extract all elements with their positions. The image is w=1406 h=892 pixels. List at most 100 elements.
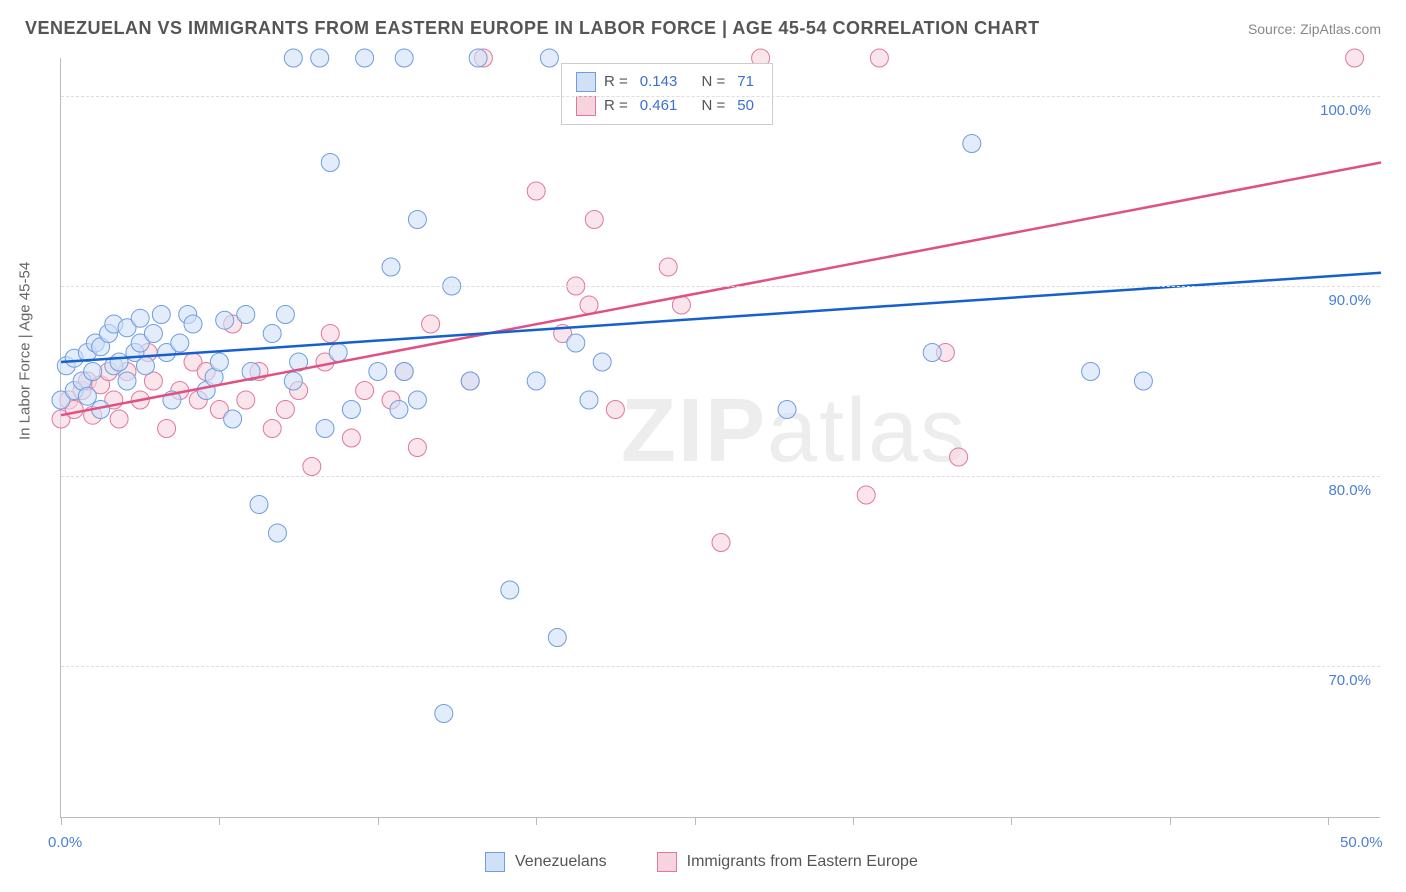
n-value-pink: 50 xyxy=(733,94,758,118)
data-point xyxy=(356,382,374,400)
data-point xyxy=(659,258,677,276)
data-point xyxy=(1134,372,1152,390)
x-tick xyxy=(219,817,220,825)
legend-swatch-pink xyxy=(657,852,677,872)
data-point xyxy=(110,353,128,371)
y-axis-title: In Labor Force | Age 45-54 xyxy=(17,262,34,440)
data-point xyxy=(224,410,242,428)
data-point xyxy=(321,325,339,343)
data-point xyxy=(606,401,624,419)
data-point xyxy=(712,534,730,552)
gridline-h xyxy=(61,476,1380,477)
trend-line xyxy=(61,163,1381,416)
data-point xyxy=(382,258,400,276)
x-axis-max-label: 50.0% xyxy=(1340,834,1383,851)
data-point xyxy=(216,311,234,329)
data-point xyxy=(110,410,128,428)
data-point xyxy=(395,49,413,67)
series-label-blue: Venezuelans xyxy=(515,853,607,871)
chart-svg xyxy=(61,58,1380,817)
data-point xyxy=(408,391,426,409)
data-point xyxy=(321,154,339,172)
data-point xyxy=(342,429,360,447)
data-point xyxy=(144,325,162,343)
plot-area: ZIPatlas R = 0.143 N = 71 R = 0.461 N = … xyxy=(60,58,1380,818)
data-point xyxy=(593,353,611,371)
data-point xyxy=(263,325,281,343)
data-point xyxy=(152,306,170,324)
x-tick xyxy=(695,817,696,825)
data-point xyxy=(395,363,413,381)
data-point xyxy=(857,486,875,504)
data-point xyxy=(540,49,558,67)
data-point xyxy=(118,372,136,390)
y-tick-label: 80.0% xyxy=(1311,482,1371,499)
data-point xyxy=(390,401,408,419)
data-point xyxy=(316,420,334,438)
data-point xyxy=(408,211,426,229)
data-point xyxy=(84,363,102,381)
data-point xyxy=(284,49,302,67)
x-tick xyxy=(1328,817,1329,825)
x-tick xyxy=(536,817,537,825)
series-legend: Venezuelans Immigrants from Eastern Euro… xyxy=(485,852,918,872)
correlation-legend: R = 0.143 N = 71 R = 0.461 N = 50 xyxy=(561,63,773,125)
data-point xyxy=(237,306,255,324)
x-axis-min-label: 0.0% xyxy=(48,834,82,851)
x-tick xyxy=(378,817,379,825)
r-value-pink: 0.461 xyxy=(636,94,682,118)
x-tick xyxy=(1170,817,1171,825)
gridline-h xyxy=(61,666,1380,667)
data-point xyxy=(778,401,796,419)
data-point xyxy=(963,135,981,153)
data-point xyxy=(158,420,176,438)
data-point xyxy=(567,334,585,352)
data-point xyxy=(184,315,202,333)
data-point xyxy=(923,344,941,362)
chart-header: VENEZUELAN VS IMMIGRANTS FROM EASTERN EU… xyxy=(25,18,1381,39)
x-tick xyxy=(61,817,62,825)
series-label-pink: Immigrants from Eastern Europe xyxy=(687,853,918,871)
data-point xyxy=(136,357,154,375)
chart-title: VENEZUELAN VS IMMIGRANTS FROM EASTERN EU… xyxy=(25,18,1040,39)
data-point xyxy=(311,49,329,67)
n-value-blue: 71 xyxy=(733,70,758,94)
data-point xyxy=(461,372,479,390)
y-tick-label: 100.0% xyxy=(1311,102,1371,119)
legend-swatch-blue xyxy=(485,852,505,872)
chart-source: Source: ZipAtlas.com xyxy=(1248,21,1381,37)
data-point xyxy=(469,49,487,67)
n-label: N = xyxy=(701,70,725,94)
data-point xyxy=(263,420,281,438)
r-value-blue: 0.143 xyxy=(636,70,682,94)
data-point xyxy=(250,496,268,514)
data-point xyxy=(303,458,321,476)
data-point xyxy=(580,296,598,314)
data-point xyxy=(276,306,294,324)
data-point xyxy=(408,439,426,457)
gridline-h xyxy=(61,286,1380,287)
n-label: N = xyxy=(701,94,725,118)
data-point xyxy=(131,309,149,327)
legend-swatch-pink xyxy=(576,96,596,116)
data-point xyxy=(284,372,302,390)
legend-swatch-blue xyxy=(576,72,596,92)
data-point xyxy=(78,387,96,405)
data-point xyxy=(501,581,519,599)
data-point xyxy=(342,401,360,419)
data-point xyxy=(527,372,545,390)
data-point xyxy=(171,334,189,352)
r-label: R = xyxy=(604,94,628,118)
data-point xyxy=(237,391,255,409)
data-point xyxy=(435,705,453,723)
data-point xyxy=(422,315,440,333)
data-point xyxy=(356,49,374,67)
x-tick xyxy=(1011,817,1012,825)
y-tick-label: 90.0% xyxy=(1311,292,1371,309)
r-label: R = xyxy=(604,70,628,94)
data-point xyxy=(580,391,598,409)
data-point xyxy=(210,353,228,371)
legend-row-blue: R = 0.143 N = 71 xyxy=(576,70,758,94)
data-point xyxy=(870,49,888,67)
data-point xyxy=(548,629,566,647)
